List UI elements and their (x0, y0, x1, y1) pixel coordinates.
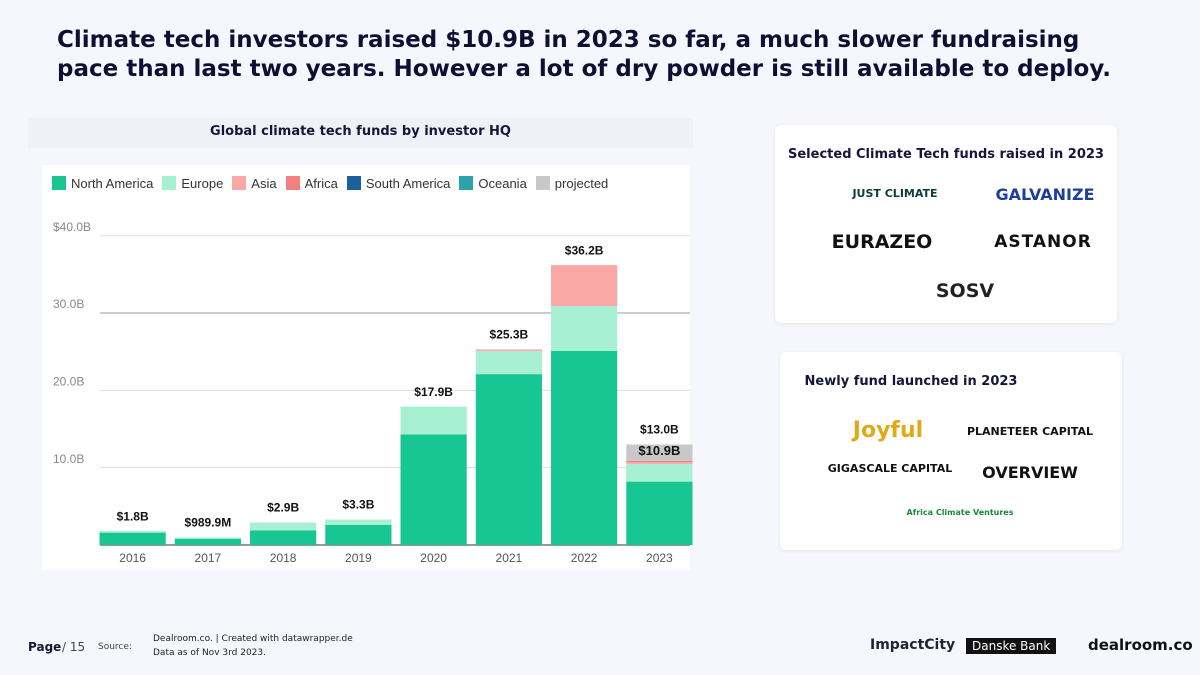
brand-logo: ImpactCity (870, 637, 956, 653)
logo: OVERVIEW (982, 463, 1078, 482)
logo: PLANETEER CAPITAL (966, 425, 1094, 438)
x-tick-label: 2017 (195, 551, 222, 565)
bar-segment (626, 462, 693, 464)
bar-segment (99, 532, 166, 545)
legend-item: Asia (232, 176, 277, 191)
legend: North America Europe Asia Africa South Ameri… (52, 176, 608, 191)
logo: ASTANOR (994, 232, 1092, 252)
bar-segment (250, 522, 317, 531)
logo: JUST CLIMATE (852, 187, 938, 200)
logo: GIGASCALE CAPITAL (827, 462, 953, 475)
logo: Africa Climate Ventures (906, 508, 1014, 517)
bar-segment (551, 265, 618, 307)
total-label: $36.2B (565, 243, 604, 257)
legend-label: projected (554, 176, 609, 191)
y-tick-label: 20.0B (53, 375, 84, 389)
bar-segment (551, 350, 618, 545)
total-label: $989.9M (185, 516, 232, 530)
legend-label: Oceania (478, 176, 527, 191)
bar-segment (626, 463, 693, 482)
bar-segment (99, 531, 166, 533)
new-funds-panel: Newly fund launched in 2023 Joyful PLANE… (780, 352, 1122, 550)
slide-title: Climate tech investors raised $10.9B in … (57, 27, 1111, 82)
total-label: $17.9B (414, 385, 453, 399)
total-label: $2.9B (267, 501, 299, 515)
x-tick-label: 2016 (119, 551, 146, 565)
legend-item: Europe (162, 176, 223, 191)
logo: SOSV (935, 280, 995, 302)
source-label: Source: (98, 642, 132, 652)
legend-swatch (459, 176, 474, 190)
legend-label: Africa (304, 176, 338, 191)
bar-segment (475, 350, 542, 375)
legend-label: Europe (181, 176, 224, 191)
legend-swatch (346, 176, 361, 190)
y-tick-label: $40.0B (53, 220, 91, 234)
bar-segment (626, 460, 693, 463)
x-tick-label: 2018 (270, 551, 297, 565)
bar-segment (626, 444, 693, 461)
page-label: Page (28, 640, 62, 654)
bar-segment (475, 374, 542, 545)
x-tick-label: 2020 (420, 551, 447, 565)
logo: EURAZEO (831, 231, 933, 253)
brand-logo: dealroom.co (1088, 636, 1193, 654)
bar-segment (174, 538, 241, 545)
legend-item: Africa (285, 176, 338, 191)
legend-swatch (232, 176, 247, 190)
x-tick-label: 2019 (345, 551, 372, 565)
bar-segment (400, 406, 467, 435)
brand-logo: Danske Bank (966, 638, 1057, 654)
total-label: $1.8B (117, 509, 149, 523)
bar-segment (626, 481, 693, 545)
legend-swatch (535, 176, 550, 190)
panel-title: Newly fund launched in 2023 (804, 374, 1018, 389)
source-text: Dealroom.co. | Created with datawrapper.… (153, 634, 353, 644)
bar-segment (250, 530, 317, 545)
legend-label: Asia (251, 176, 277, 191)
x-tick-label: 2022 (571, 551, 598, 565)
x-tick-label: 2023 (646, 551, 673, 565)
panel-title: Selected Climate Tech funds raised in 20… (788, 147, 1104, 162)
x-tick-label: 2021 (496, 551, 523, 565)
selected-funds-panel: Selected Climate Tech funds raised in 20… (775, 125, 1117, 323)
legend-swatch (162, 176, 177, 190)
y-tick-label: 30.0B (53, 297, 84, 311)
page-number: / 15 (62, 640, 86, 654)
total-label: $3.3B (342, 498, 374, 512)
chart-header (28, 118, 693, 148)
logo: Joyful (852, 418, 924, 443)
legend-swatch (52, 176, 66, 190)
bar-segment (551, 306, 618, 351)
bar-segment (325, 524, 392, 545)
legend-item: projected (535, 176, 609, 191)
logo: GALVANIZE (995, 185, 1095, 204)
legend-swatch (285, 176, 300, 190)
bar-segment (174, 537, 241, 539)
source-text: Data as of Nov 3rd 2023. (153, 648, 266, 658)
total-label: $25.3B (490, 328, 529, 342)
y-tick-label: 10.0B (53, 452, 84, 466)
bar-segment (400, 434, 467, 545)
legend-item: Oceania (459, 176, 527, 191)
bar-segment (325, 519, 392, 525)
legend-label: North America (71, 176, 154, 191)
projected-label: $13.0B (640, 423, 679, 437)
bar-segment (475, 349, 542, 351)
total-label: $10.9B (638, 443, 680, 458)
chart-title: Global climate tech funds by investor HQ (210, 124, 511, 139)
legend-item: South America (346, 176, 451, 191)
legend-item: North America (52, 176, 153, 191)
legend-label: South America (365, 176, 451, 191)
